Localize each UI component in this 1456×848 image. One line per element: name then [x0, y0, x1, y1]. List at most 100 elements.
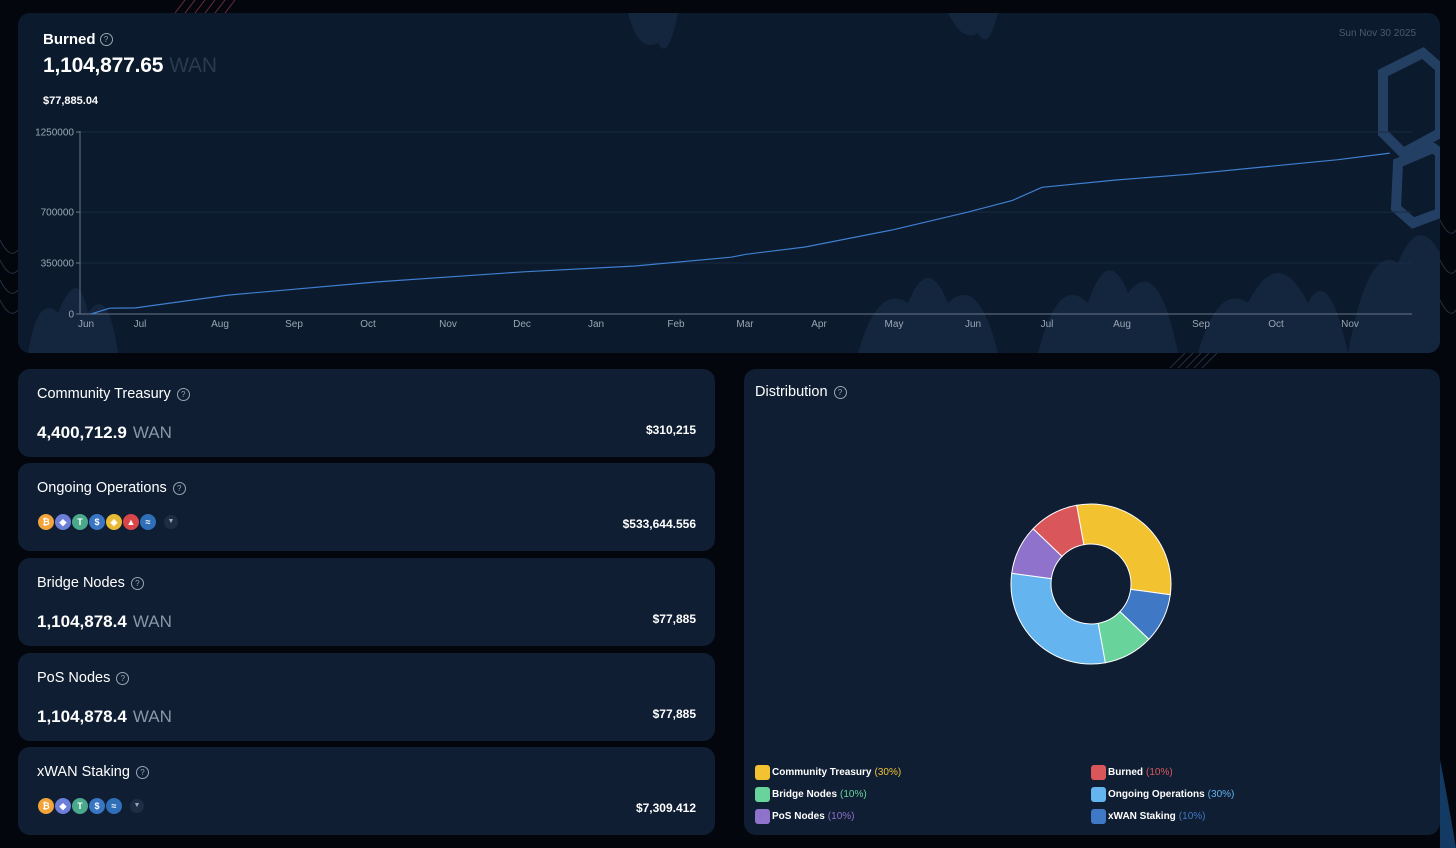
flame-decoration — [28, 13, 1440, 353]
donut-slice-ongoing-operations[interactable] — [1010, 572, 1106, 665]
legend-swatch — [755, 809, 770, 824]
x-tick-label: Sep — [285, 319, 303, 330]
card-title-label: Community Treasury — [37, 386, 171, 402]
x-tick-label: Feb — [667, 319, 685, 330]
x-tick-label: Aug — [1113, 319, 1131, 330]
card-usd-value: $533,644.556 — [622, 517, 696, 531]
card-usd-value: $77,885 — [652, 707, 696, 721]
expand-tokens-button[interactable]: ▼ — [130, 799, 144, 813]
burned-chart-panel: 1250000 700000 350000 0 Jun Jul Aug Sep Oct Nov D… — [18, 13, 1440, 353]
burned-usd-value: $77,885.04 — [43, 95, 99, 107]
help-icon[interactable]: ? — [99, 33, 113, 46]
legend-percent: (30%) — [874, 767, 902, 778]
card-usd-value: $7,309.412 — [635, 801, 696, 815]
card-title-label: xWAN Staking — [37, 764, 130, 780]
x-tick-label: Mar — [736, 319, 754, 330]
tether-icon: T — [71, 513, 89, 531]
x-tick-label: Apr — [811, 319, 827, 330]
ethereum-icon: ◆ — [54, 797, 72, 815]
help-icon[interactable]: ? — [176, 387, 190, 401]
card-usd-value: $310,215 — [645, 423, 696, 437]
legend-percent: (10%) — [1178, 811, 1206, 822]
x-tick-label: Dec — [513, 319, 531, 330]
card-amount: 1,104,878.4 WAN — [37, 612, 172, 632]
burned-amount-value: 1,104,877.65 — [43, 54, 164, 77]
legend-swatch — [1091, 787, 1106, 802]
card-community-treasury: Community Treasury ? 4,400,712.9 WAN $310… — [18, 369, 715, 457]
legend-label: Burned — [1108, 767, 1143, 778]
x-tick-label: May — [885, 319, 904, 330]
help-icon[interactable]: ? — [833, 385, 847, 399]
legend-item-community-treasury[interactable]: Community Treasury (30%) — [755, 765, 901, 780]
x-tick-label: Jun — [965, 319, 981, 330]
card-title: Bridge Nodes ? — [37, 575, 144, 591]
distribution-title-label: Distribution — [755, 384, 828, 400]
chart-date: Sun Nov 30 2025 — [1338, 28, 1416, 39]
card-title-label: PoS Nodes — [37, 670, 111, 686]
legend-item-pos-nodes[interactable]: PoS Nodes (10%) — [755, 809, 854, 824]
usdc-icon: $ — [88, 797, 106, 815]
legend-percent: (10%) — [1146, 767, 1173, 778]
donut-slice-community-treasury[interactable] — [1076, 503, 1172, 596]
x-tick-label: Nov — [439, 319, 457, 330]
help-icon[interactable]: ? — [130, 576, 144, 590]
wan-icon: ≈ — [139, 513, 157, 531]
burned-amount: 1,104,877.65 WAN — [43, 54, 217, 78]
card-amount-value: 4,400,712.9 — [37, 423, 127, 442]
legend-item-xwan-staking[interactable]: xWAN Staking (10%) — [1091, 809, 1205, 824]
token-icon-list: ₿ ◆ T $ ≈ ▼ — [37, 797, 144, 815]
distribution-donut-chart — [1010, 503, 1172, 665]
avalanche-icon: ▲ — [122, 513, 140, 531]
card-title-label: Bridge Nodes — [37, 575, 125, 591]
card-title: Community Treasury ? — [37, 386, 190, 402]
legend-percent: (30%) — [1207, 789, 1235, 800]
help-icon[interactable]: ? — [116, 671, 130, 685]
x-tick-label: Oct — [360, 319, 376, 330]
legend-item-ongoing-operations[interactable]: Ongoing Operations (30%) — [1091, 787, 1234, 802]
chart-x-ticks: Jun Jul Aug Sep Oct Nov Dec Jan Feb Mar Apr May Jun J… — [78, 319, 1359, 330]
card-title: PoS Nodes ? — [37, 670, 130, 686]
bitcoin-icon: ₿ — [37, 797, 55, 815]
burned-series-line — [90, 152, 1390, 315]
x-tick-label: Jul — [1041, 319, 1054, 330]
usdc-icon: $ — [88, 513, 106, 531]
burned-amount-unit: WAN — [169, 54, 217, 77]
expand-tokens-button[interactable]: ▼ — [164, 515, 178, 529]
bitcoin-icon: ₿ — [37, 513, 55, 531]
legend-label: Community Treasury — [772, 767, 872, 778]
legend-item-burned[interactable]: Burned (10%) — [1091, 765, 1173, 780]
burned-title: Burned ? — [43, 31, 113, 48]
ethereum-icon: ◆ — [54, 513, 72, 531]
cube-decoration — [1378, 47, 1440, 229]
y-tick-label: 350000 — [41, 259, 75, 270]
help-icon[interactable]: ? — [135, 765, 149, 779]
x-tick-label: Oct — [1268, 319, 1284, 330]
card-amount: 4,400,712.9 WAN — [37, 423, 172, 443]
y-tick-label: 700000 — [41, 208, 75, 219]
distribution-panel: Distribution ? Community Treasury (30%) Bu… — [744, 369, 1440, 835]
help-icon[interactable]: ? — [172, 481, 186, 495]
card-title-label: Ongoing Operations — [37, 480, 167, 496]
legend-label: Ongoing Operations — [1108, 789, 1205, 800]
tether-icon: T — [71, 797, 89, 815]
chart-y-ticks: 1250000 700000 350000 0 — [35, 128, 80, 321]
legend-label: Bridge Nodes — [772, 789, 838, 800]
x-tick-label: Jun — [78, 319, 94, 330]
donut-slice-burned[interactable] — [1032, 504, 1085, 558]
legend-percent: (10%) — [827, 811, 855, 822]
legend-label: xWAN Staking — [1108, 811, 1176, 822]
legend-swatch — [1091, 809, 1106, 824]
card-pos-nodes: PoS Nodes ? 1,104,878.4 WAN $77,885 — [18, 653, 715, 741]
legend-label: PoS Nodes — [772, 811, 825, 822]
x-tick-label: Jul — [134, 319, 147, 330]
legend-percent: (10%) — [840, 789, 867, 800]
token-icon-list: ₿ ◆ T $ ◈ ▲ ≈ ▼ — [37, 513, 178, 531]
x-tick-label: Aug — [211, 319, 229, 330]
card-amount-value: 1,104,878.4 — [37, 707, 127, 726]
legend-item-bridge-nodes[interactable]: Bridge Nodes (10%) — [755, 787, 867, 802]
card-ongoing-operations: Ongoing Operations ? ₿ ◆ T $ ◈ ▲ ≈ ▼ $533,644.5… — [18, 463, 715, 551]
y-tick-label: 1250000 — [35, 128, 74, 139]
card-usd-value: $77,885 — [652, 612, 696, 626]
legend-swatch — [755, 787, 770, 802]
y-tick-label: 0 — [68, 310, 74, 321]
